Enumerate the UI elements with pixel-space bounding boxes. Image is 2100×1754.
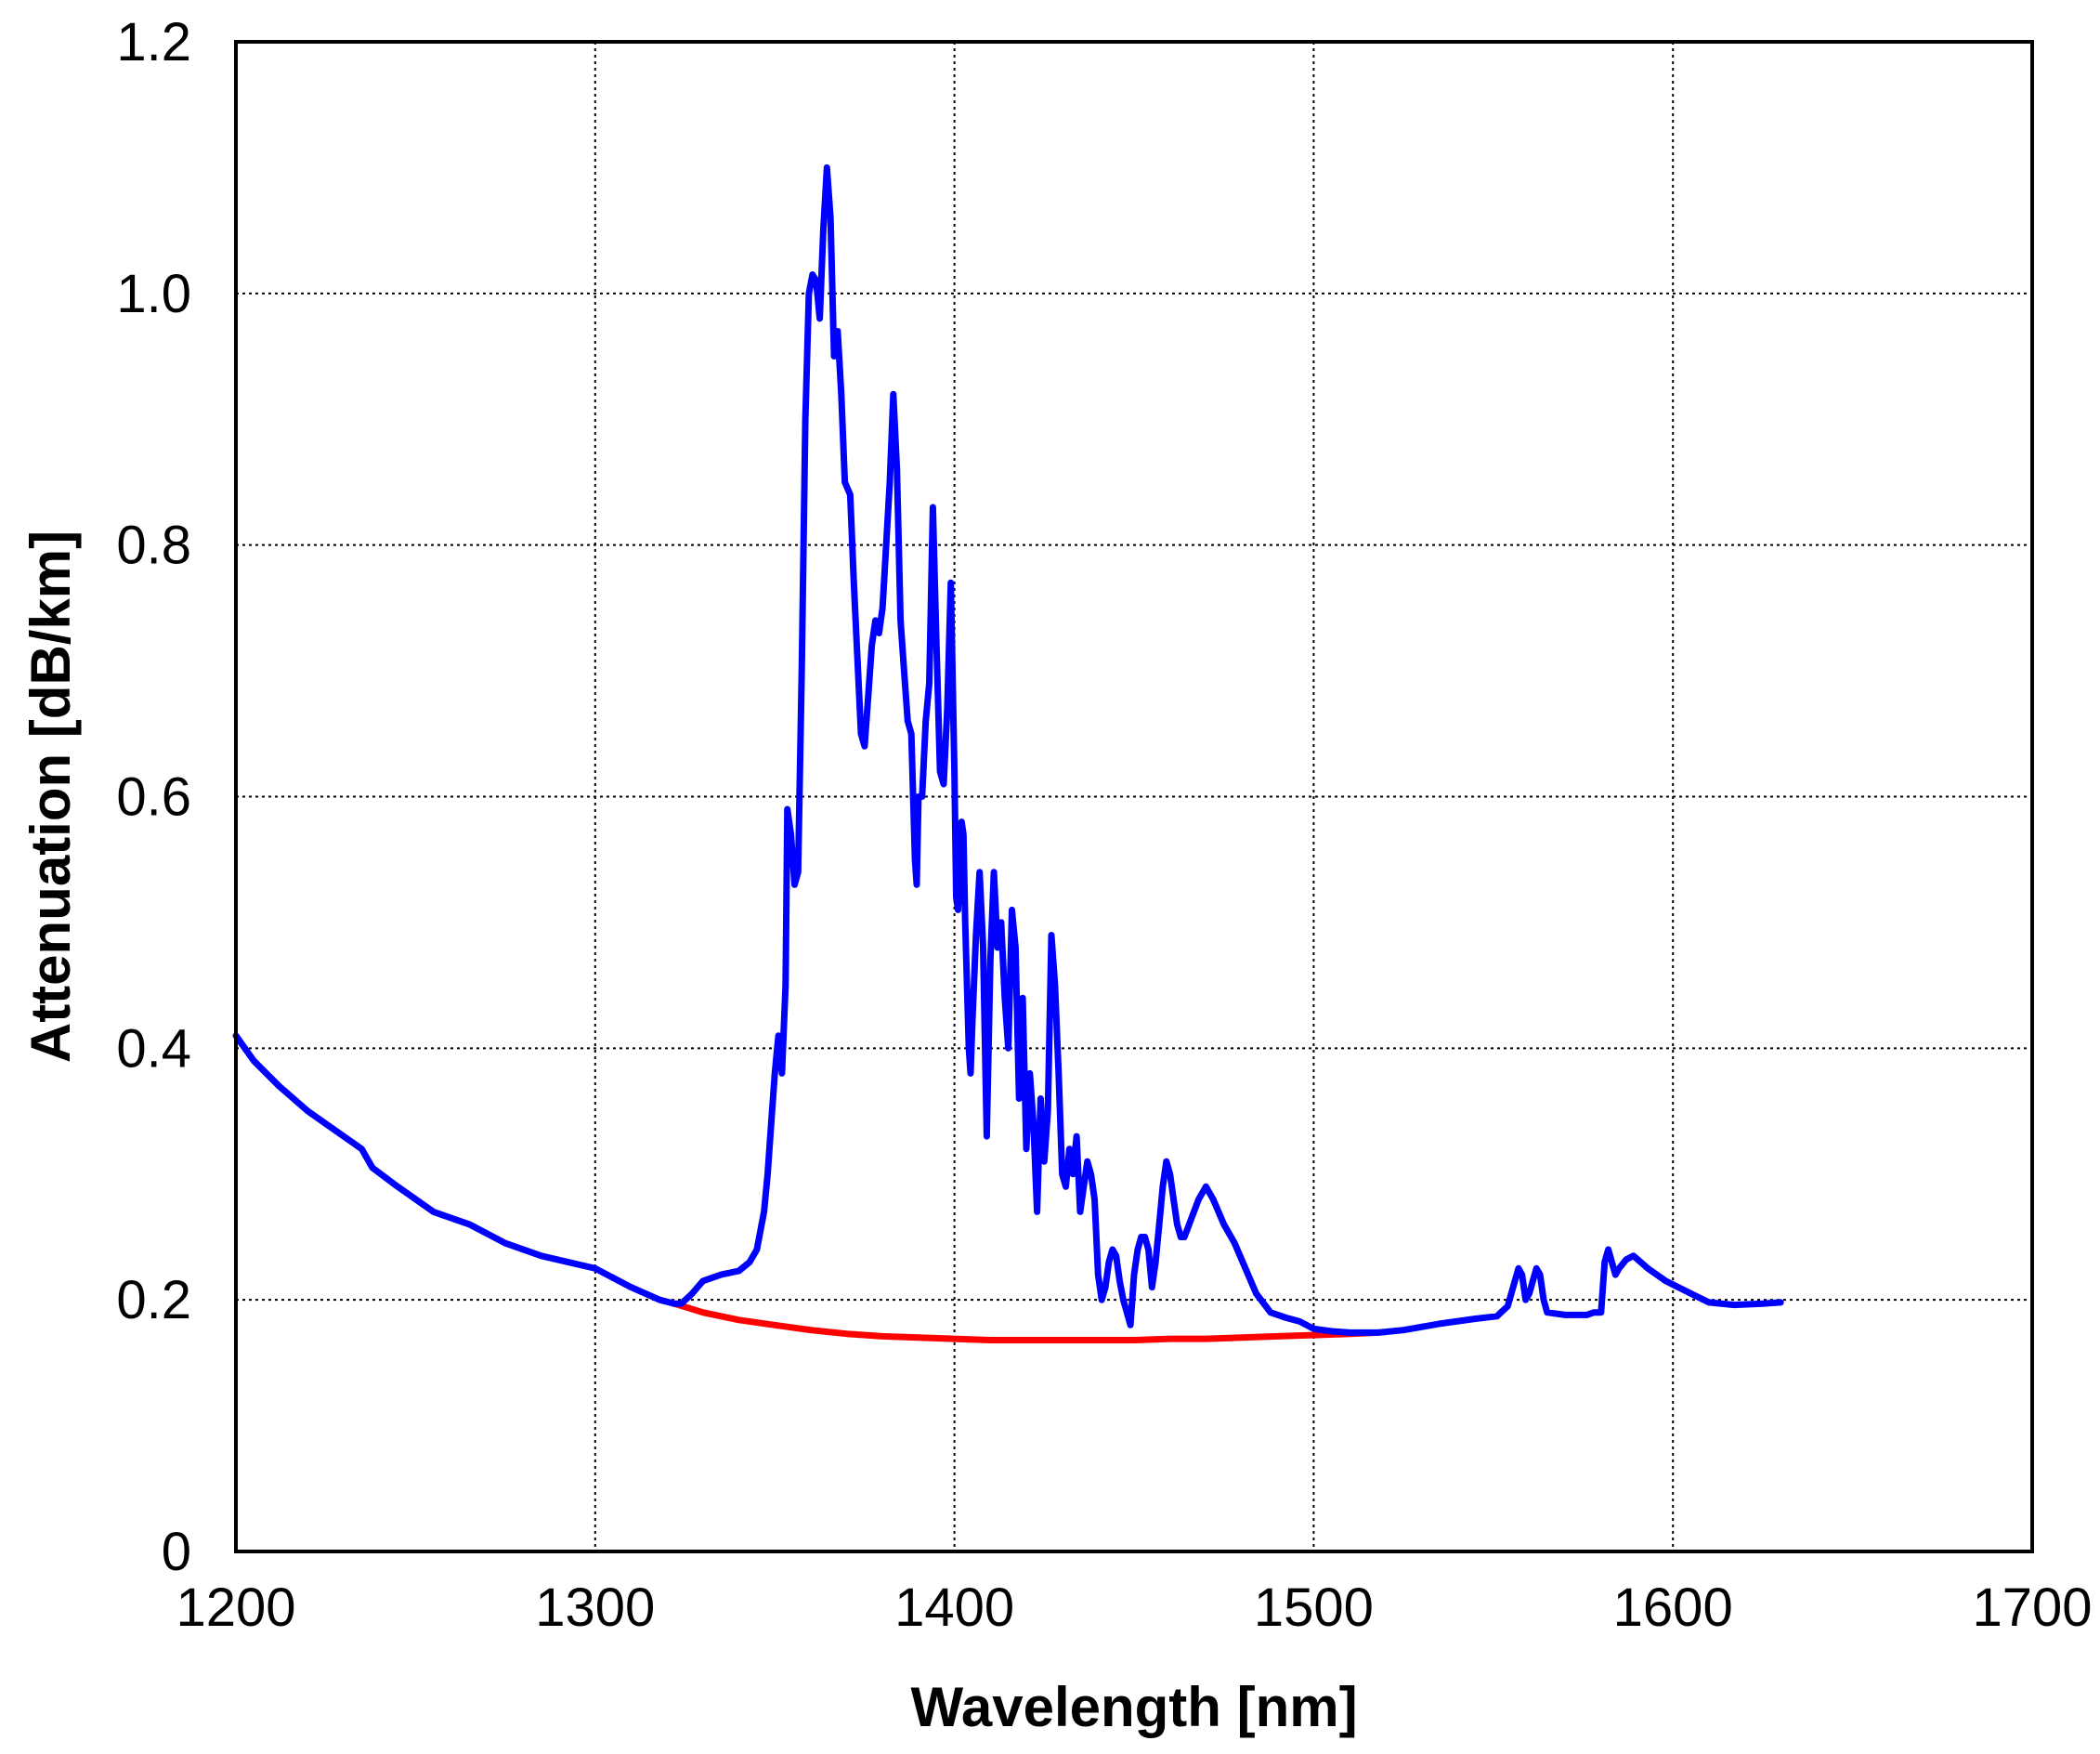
- data-series: [232, 164, 1784, 1343]
- y-tick-label: 0.6: [116, 767, 191, 828]
- x-tick-label: 1700: [1972, 1577, 2092, 1638]
- y-tick-labels: 0 0.2 0.4 0.6 0.8 1.0 1.2: [116, 12, 191, 1582]
- y-axis-title: Attenuation [dB/km]: [20, 530, 82, 1063]
- y-tick-label: 0.8: [116, 516, 191, 576]
- x-tick-label: 1600: [1613, 1577, 1733, 1638]
- y-tick-label: 1.2: [116, 12, 191, 72]
- x-tick-label: 1500: [1254, 1577, 1374, 1638]
- series-line-red: [671, 1300, 1382, 1343]
- x-axis-title: Wavelength [nm]: [910, 1676, 1357, 1738]
- plot-frame: [234, 40, 2034, 1553]
- y-tick-label: 1.0: [116, 264, 191, 324]
- x-tick-label: 1300: [535, 1577, 655, 1638]
- y-tick-label: 0: [162, 1522, 191, 1582]
- x-tick-label: 1400: [894, 1577, 1014, 1638]
- x-tick-label: 1200: [176, 1577, 295, 1638]
- x-tick-labels: 1200 1300 1400 1500 1600 1700: [176, 1577, 2092, 1638]
- y-tick-label: 0.2: [116, 1270, 191, 1330]
- series-line-blue: [232, 164, 1784, 1336]
- y-tick-label: 0.4: [116, 1018, 191, 1079]
